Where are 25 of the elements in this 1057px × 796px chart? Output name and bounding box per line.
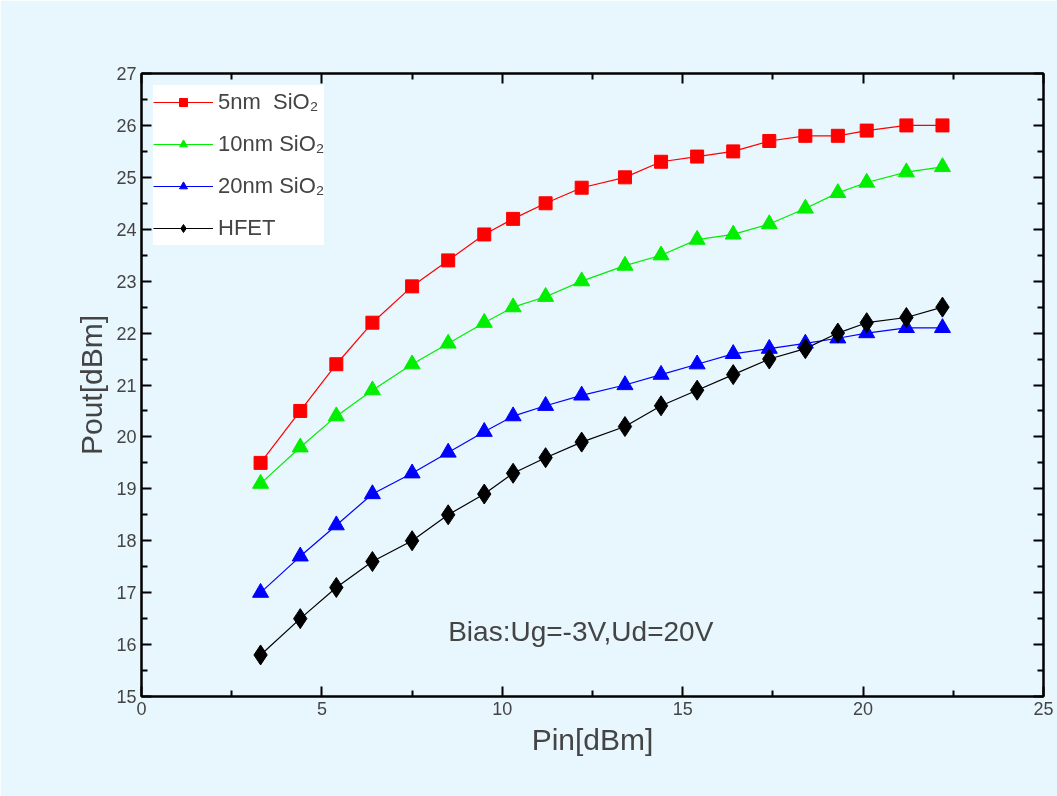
y-tick-label: 19	[116, 479, 137, 500]
y-tick-label: 24	[116, 219, 137, 240]
y-tick-label: 17	[116, 583, 137, 604]
y-axis-title: Pout[dBm]	[75, 314, 109, 456]
y-tick-label: 16	[116, 635, 137, 656]
x-tick-label: 15	[672, 698, 693, 719]
x-tick-label: 20	[853, 698, 874, 719]
y-tick-label: 25	[116, 167, 137, 188]
x-tick-label: 0	[136, 698, 147, 719]
y-tick-label: 21	[116, 375, 137, 396]
annotation: Bias:Ug=-3V,Ud=20V	[448, 615, 714, 647]
legend-label: 10nm SiO₂	[218, 130, 325, 158]
y-tick-label: 23	[116, 271, 137, 292]
y-tick-label: 20	[116, 427, 137, 448]
legend-label: HFET	[218, 214, 276, 242]
y-tick-label: 26	[116, 115, 137, 136]
x-tick-label: 10	[492, 698, 513, 719]
legend-label: 20nm SiO₂	[218, 172, 325, 200]
x-axis-title: Pin[dBm]	[531, 722, 654, 756]
legend-label: 5nm SiO₂	[218, 88, 319, 116]
x-tick-label: 5	[316, 698, 327, 719]
x-tick-label: 25	[1033, 698, 1054, 719]
y-tick-label: 22	[116, 323, 137, 344]
y-tick-label: 18	[116, 531, 137, 552]
y-tick-label: 27	[116, 64, 137, 84]
